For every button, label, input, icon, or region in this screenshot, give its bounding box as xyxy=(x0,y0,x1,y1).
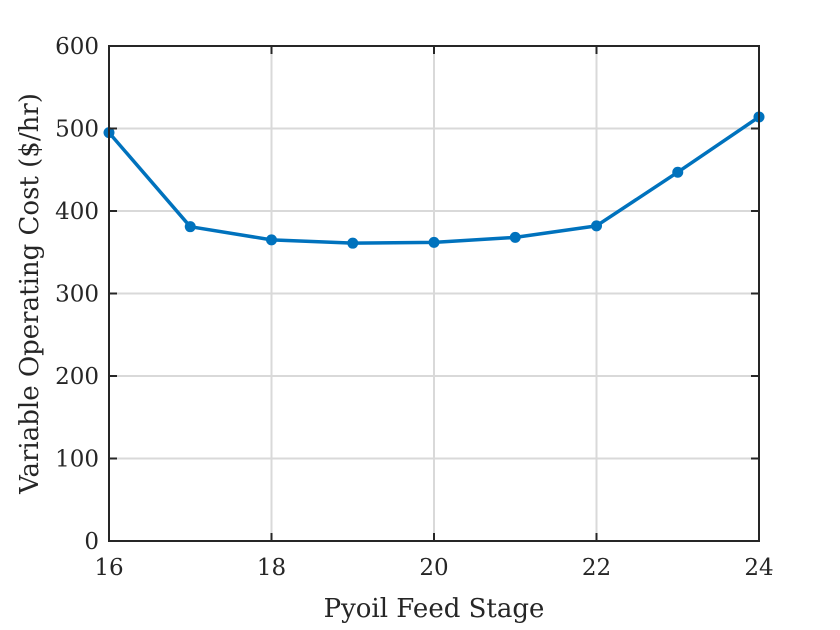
y-axis-label: Variable Operating Cost ($/hr) xyxy=(15,93,45,495)
grid-lines xyxy=(109,46,759,541)
series-layer xyxy=(103,111,765,249)
x-tick-label: 22 xyxy=(582,555,611,581)
y-tick-label: 500 xyxy=(55,117,99,143)
x-tick-label: 20 xyxy=(419,555,448,581)
y-tick-label: 400 xyxy=(55,199,99,225)
tick-labels: 16 18 20 22 24 0 100 200 300 400 500 600 xyxy=(55,34,774,581)
y-tick-label: 200 xyxy=(55,364,99,390)
y-tick-label: 600 xyxy=(55,34,99,60)
data-point xyxy=(347,237,359,249)
axis-ticks xyxy=(108,45,760,542)
data-point xyxy=(428,236,440,248)
data-point xyxy=(672,166,684,178)
y-tick-label: 0 xyxy=(84,529,99,555)
data-point xyxy=(509,231,521,243)
x-tick-label: 18 xyxy=(257,555,286,581)
x-tick-label: 24 xyxy=(744,555,773,581)
x-axis-label: Pyoil Feed Stage xyxy=(324,594,545,624)
x-tick-label: 16 xyxy=(94,555,123,581)
data-point xyxy=(591,220,602,232)
data-point xyxy=(184,221,196,233)
y-tick-label: 100 xyxy=(55,447,99,473)
data-point xyxy=(266,234,277,246)
y-tick-label: 300 xyxy=(55,282,99,308)
